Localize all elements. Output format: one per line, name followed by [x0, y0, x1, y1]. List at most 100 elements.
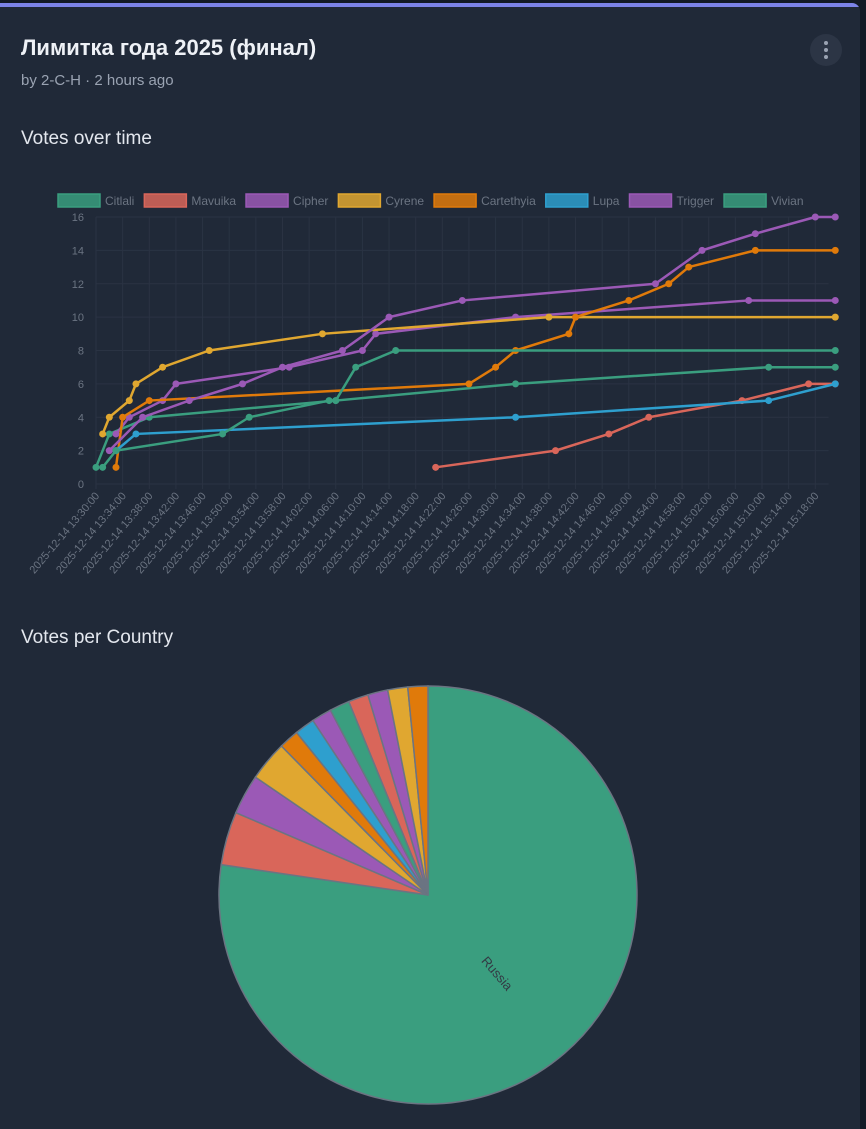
data-point[interactable] — [245, 413, 253, 421]
legend-item[interactable]: Cyrene — [337, 193, 424, 208]
data-point[interactable] — [99, 430, 107, 438]
accent-bar — [0, 3, 860, 7]
data-point[interactable] — [112, 463, 120, 471]
data-point[interactable] — [751, 246, 759, 254]
data-point[interactable] — [811, 213, 819, 221]
legend-swatch — [57, 193, 101, 208]
data-point[interactable] — [392, 347, 400, 354]
data-point[interactable] — [172, 380, 180, 388]
y-tick-label: 12 — [72, 279, 84, 291]
data-point[interactable] — [139, 413, 147, 421]
data-point[interactable] — [325, 397, 333, 405]
data-point[interactable] — [831, 213, 839, 221]
legend-item[interactable]: Trigger — [628, 193, 714, 208]
legend-item[interactable]: Mavuika — [143, 193, 236, 208]
series-cyrene — [99, 313, 839, 438]
data-point[interactable] — [105, 447, 113, 455]
more-vertical-icon-dot — [824, 48, 828, 52]
data-point[interactable] — [545, 313, 553, 321]
data-point[interactable] — [645, 413, 653, 421]
data-point[interactable] — [492, 363, 500, 371]
data-point[interactable] — [665, 280, 673, 288]
data-point[interactable] — [338, 347, 346, 354]
legend-item[interactable]: Lupa — [545, 193, 620, 208]
legend-swatch — [337, 193, 382, 208]
data-point[interactable] — [205, 347, 213, 354]
legend-label: Cyrene — [385, 194, 424, 208]
legend-swatch — [245, 193, 289, 208]
data-point[interactable] — [278, 363, 286, 371]
data-point[interactable] — [745, 296, 753, 304]
data-point[interactable] — [831, 313, 839, 321]
data-point[interactable] — [572, 313, 580, 321]
legend-item[interactable]: Cartethyia — [433, 193, 536, 208]
legend-item[interactable]: Cipher — [245, 193, 328, 208]
y-tick-label: 2 — [78, 446, 84, 458]
data-point[interactable] — [159, 363, 167, 371]
data-point[interactable] — [219, 430, 227, 438]
data-point[interactable] — [372, 330, 380, 338]
data-point[interactable] — [831, 246, 839, 254]
data-point[interactable] — [239, 380, 247, 388]
data-point[interactable] — [132, 380, 140, 388]
data-point[interactable] — [831, 296, 839, 304]
data-point[interactable] — [651, 280, 659, 288]
data-point[interactable] — [112, 447, 120, 455]
data-point[interactable] — [112, 430, 120, 438]
data-point[interactable] — [125, 397, 133, 405]
data-point[interactable] — [751, 230, 759, 238]
data-point[interactable] — [318, 330, 326, 338]
data-point[interactable] — [145, 397, 153, 405]
legend-swatch — [723, 193, 767, 208]
y-tick-label: 14 — [72, 245, 84, 257]
data-point[interactable] — [605, 430, 613, 438]
y-tick-label: 0 — [78, 479, 84, 491]
series-line — [115, 299, 836, 435]
legend-item[interactable]: Vivian — [723, 193, 804, 208]
data-point[interactable] — [358, 347, 366, 354]
data-point[interactable] — [332, 397, 340, 405]
votes-per-country-chart: Russia — [218, 685, 638, 1105]
data-point[interactable] — [698, 246, 706, 254]
data-point[interactable] — [765, 397, 773, 405]
data-point[interactable] — [552, 447, 560, 455]
more-options-button[interactable] — [810, 34, 842, 66]
data-point[interactable] — [185, 397, 193, 405]
y-tick-label: 6 — [78, 379, 84, 391]
poll-results-card: Лимитка года 2025 (финал) by 2-C-H · 2 h… — [0, 3, 860, 1129]
data-point[interactable] — [352, 363, 360, 371]
legend-label: Trigger — [676, 194, 714, 208]
data-point[interactable] — [99, 463, 107, 471]
byline: by 2-C-H · 2 hours ago — [21, 72, 174, 89]
pie-slice[interactable] — [406, 685, 429, 896]
legend-swatch — [143, 193, 188, 208]
chart-legend: Citlali Mavuika Cipher Cyrene Cartethyia Lupa… — [57, 193, 804, 208]
series-vivian — [99, 347, 839, 471]
data-point[interactable] — [132, 430, 140, 438]
legend-label: Cipher — [293, 194, 328, 208]
data-point[interactable] — [831, 347, 839, 354]
page-title: Лимитка года 2025 (финал) — [21, 35, 317, 60]
data-point[interactable] — [105, 430, 113, 438]
data-point[interactable] — [458, 296, 466, 304]
data-point[interactable] — [831, 380, 839, 388]
pie-chart-title: Votes per Country — [21, 627, 174, 648]
data-point[interactable] — [465, 380, 473, 388]
data-point[interactable] — [512, 380, 520, 388]
data-point[interactable] — [805, 380, 813, 388]
data-point[interactable] — [565, 330, 573, 338]
data-point[interactable] — [512, 413, 520, 421]
data-point[interactable] — [92, 463, 100, 471]
data-point[interactable] — [105, 413, 113, 421]
y-tick-label: 16 — [72, 212, 84, 224]
data-point[interactable] — [432, 463, 440, 471]
legend-item[interactable]: Citlali — [57, 193, 134, 208]
line-chart-title: Votes over time — [21, 128, 152, 149]
data-point[interactable] — [119, 413, 127, 421]
data-point[interactable] — [831, 363, 839, 371]
data-point[interactable] — [385, 313, 393, 321]
data-point[interactable] — [685, 263, 693, 271]
data-point[interactable] — [765, 363, 773, 371]
data-point[interactable] — [625, 296, 633, 304]
